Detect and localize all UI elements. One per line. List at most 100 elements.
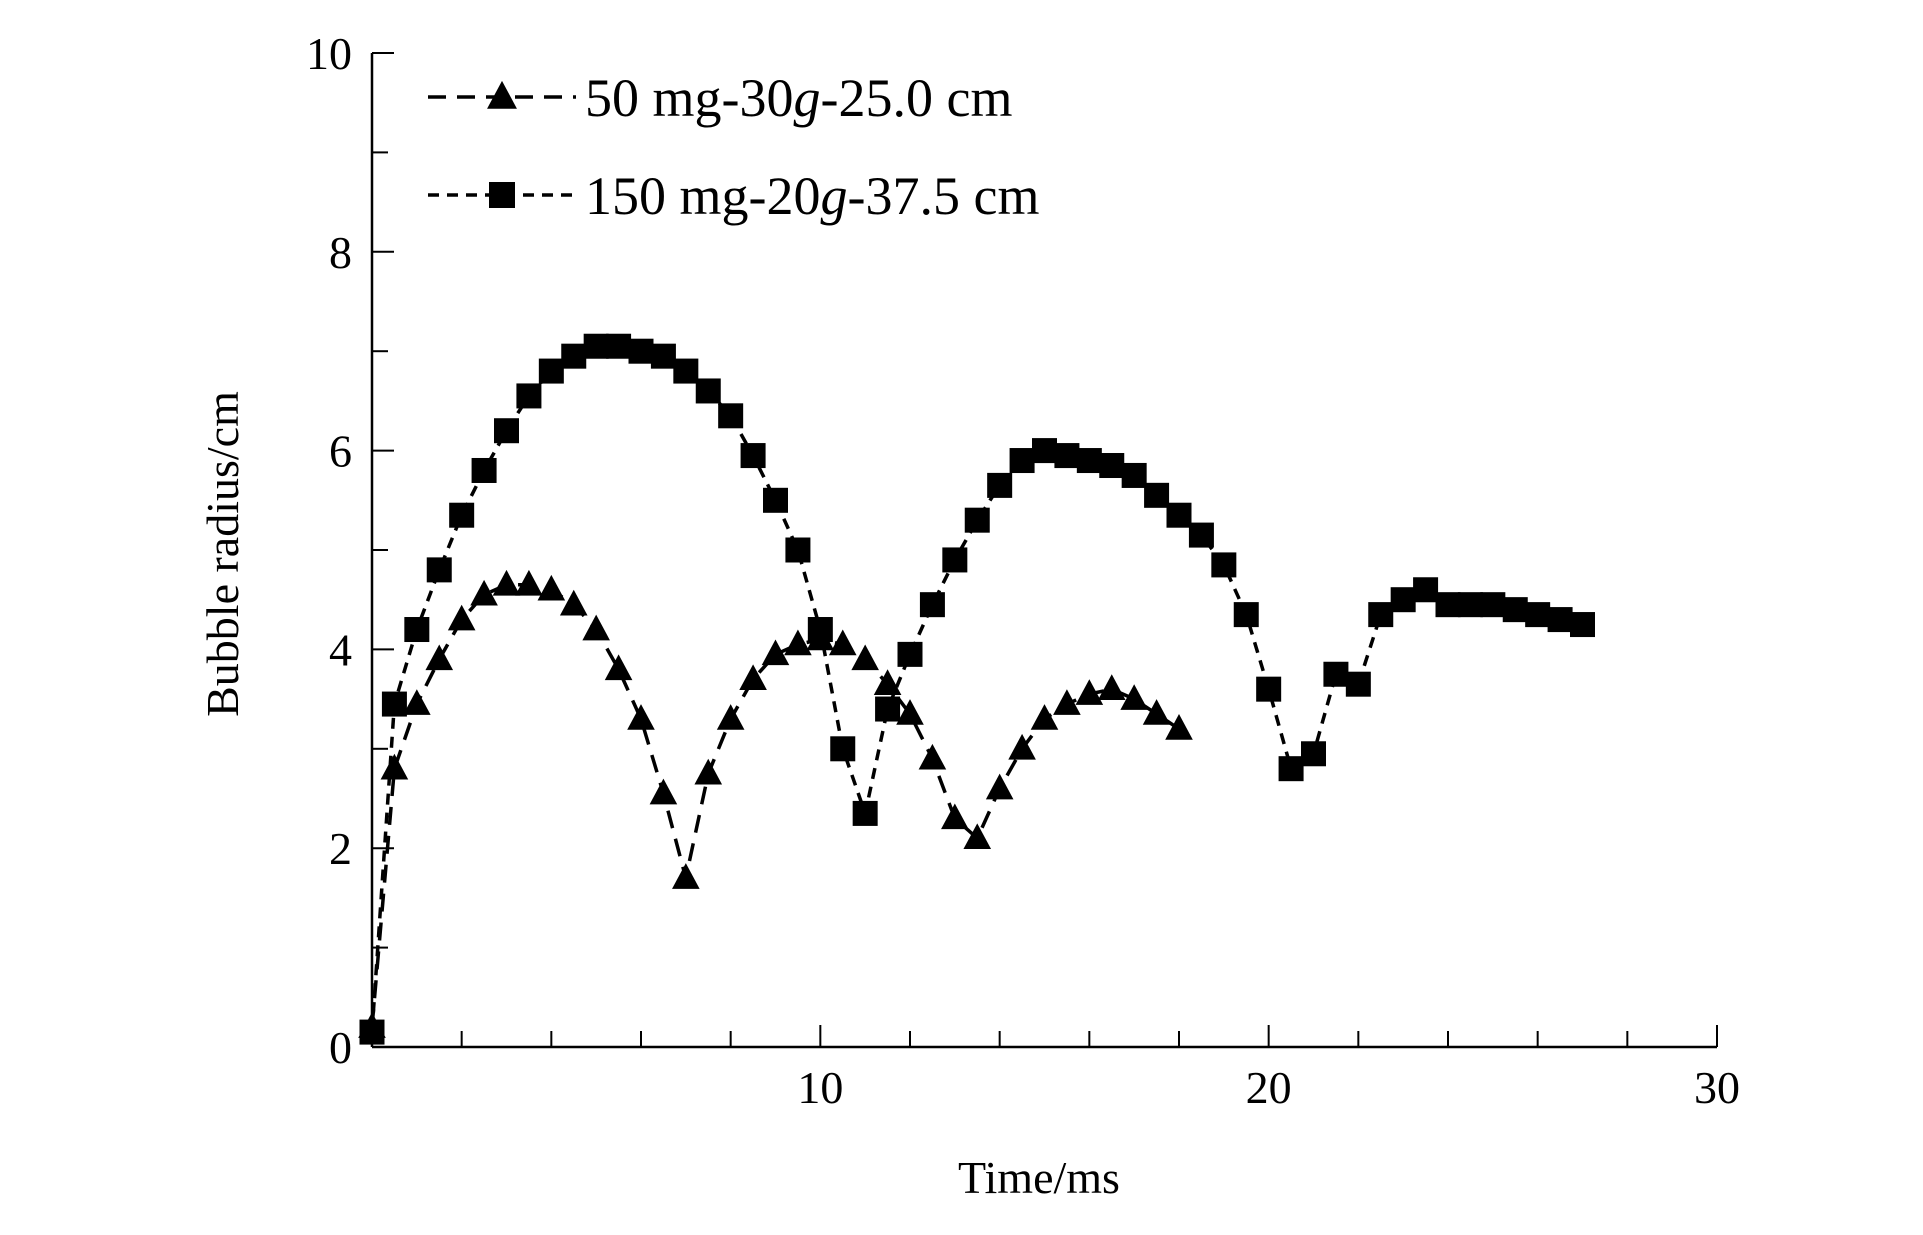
triangle-marker xyxy=(649,778,678,805)
triangle-marker xyxy=(739,664,767,691)
legend-label: 150 mg-20g-37.5 cm xyxy=(585,166,1039,226)
triangle-marker xyxy=(918,743,947,770)
square-marker xyxy=(471,457,497,483)
data-point xyxy=(404,617,430,643)
data-point xyxy=(1345,671,1371,697)
legend-label-part: -25.0 cm xyxy=(821,68,1013,128)
triangle-marker xyxy=(672,863,700,889)
square-marker xyxy=(1368,602,1394,628)
square-marker xyxy=(650,343,676,369)
square-marker xyxy=(852,800,878,826)
triangle-marker xyxy=(1165,714,1193,740)
square-marker xyxy=(1525,602,1551,628)
data-point xyxy=(919,592,945,618)
data-point xyxy=(492,569,521,596)
y-tick-label: 4 xyxy=(329,624,352,675)
data-point xyxy=(1525,602,1551,628)
square-marker xyxy=(489,182,515,208)
legend-entry: 50 mg-30g-25.0 cm xyxy=(428,68,1012,128)
data-point xyxy=(426,557,452,583)
triangle-marker xyxy=(492,569,521,596)
x-axis-title: Time/ms xyxy=(958,1152,1120,1203)
triangle-marker xyxy=(784,629,812,656)
square-marker xyxy=(875,696,901,722)
y-tick-label: 6 xyxy=(329,426,352,477)
data-point xyxy=(851,644,879,671)
square-marker xyxy=(1054,443,1080,469)
triangle-marker xyxy=(1053,689,1081,715)
data-point xyxy=(1121,462,1147,488)
triangle-marker xyxy=(851,644,879,671)
data-point xyxy=(1480,592,1506,618)
data-point xyxy=(561,343,587,369)
legend-label-part: 150 mg-20 xyxy=(585,166,821,226)
data-point xyxy=(785,537,811,563)
series-layer xyxy=(358,333,1595,1045)
data-point xyxy=(606,333,632,359)
data-point xyxy=(380,753,409,780)
data-point xyxy=(1502,597,1528,623)
data-point xyxy=(1368,602,1394,628)
square-marker xyxy=(718,403,744,429)
triangle-marker xyxy=(1075,679,1104,705)
square-marker xyxy=(1570,612,1595,638)
square-marker xyxy=(1233,602,1259,628)
triangle-marker xyxy=(447,604,476,631)
square-marker xyxy=(1211,552,1237,578)
data-point xyxy=(1435,592,1461,618)
data-point xyxy=(1188,522,1214,548)
square-marker xyxy=(1009,448,1035,474)
triangle-marker xyxy=(716,704,745,730)
square-marker xyxy=(763,487,788,513)
data-point xyxy=(359,1019,385,1045)
data-point xyxy=(673,358,699,384)
square-marker xyxy=(1166,502,1192,528)
triangle-marker xyxy=(1008,733,1036,760)
data-point xyxy=(1144,482,1170,508)
square-marker xyxy=(740,443,766,469)
square-marker xyxy=(516,383,542,409)
square-marker xyxy=(628,338,654,364)
data-point xyxy=(784,629,812,656)
data-point xyxy=(987,472,1013,498)
series-line xyxy=(370,344,1583,1033)
data-point xyxy=(515,569,543,596)
data-point xyxy=(1097,674,1126,700)
square-marker xyxy=(359,1019,385,1045)
series-triangle xyxy=(358,569,1193,1038)
data-point xyxy=(449,502,475,528)
square-marker xyxy=(1502,597,1528,623)
data-point xyxy=(695,378,721,404)
triangle-marker xyxy=(380,753,409,780)
square-marker xyxy=(830,736,856,762)
triangle-marker xyxy=(515,569,543,596)
triangle-marker xyxy=(559,589,588,616)
data-point xyxy=(763,487,788,513)
data-point xyxy=(1054,443,1080,469)
y-tick-label: 10 xyxy=(306,28,352,79)
x-tick-label: 20 xyxy=(1246,1062,1292,1113)
data-point xyxy=(918,743,947,770)
data-point xyxy=(583,333,609,359)
y-tick-label: 2 xyxy=(329,823,352,874)
square-marker xyxy=(1278,756,1304,782)
data-point xyxy=(538,358,564,384)
data-point xyxy=(1120,684,1148,710)
x-tick-label: 30 xyxy=(1694,1062,1740,1113)
square-marker xyxy=(404,617,430,643)
triangle-marker xyxy=(537,574,566,601)
data-point xyxy=(897,641,923,667)
data-point xyxy=(1390,587,1416,613)
square-marker xyxy=(1457,592,1483,618)
square-marker xyxy=(987,472,1013,498)
data-point xyxy=(1165,714,1193,740)
triangle-marker xyxy=(470,579,498,606)
legend-label-italic: g xyxy=(794,68,821,128)
square-marker xyxy=(673,358,699,384)
square-marker xyxy=(1323,661,1349,687)
legend-label: 50 mg-30g-25.0 cm xyxy=(585,68,1012,128)
square-marker xyxy=(807,617,833,643)
series-square xyxy=(359,333,1595,1045)
data-point xyxy=(761,639,790,666)
